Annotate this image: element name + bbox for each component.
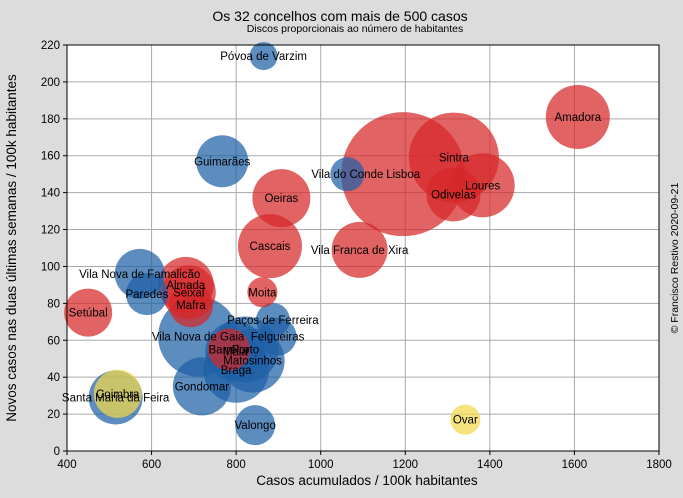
chart-subtitle: Discos proporcionais ao número de habita… <box>247 23 464 35</box>
y-tick-label: 140 <box>41 188 60 200</box>
label-matosinhos: Matosinhos <box>223 356 282 368</box>
label-almada: Almada <box>166 280 206 292</box>
label-maia: Maia <box>223 346 249 358</box>
label-felgueiras: Felgueiras <box>251 332 305 344</box>
label-coimbra: Coimbra <box>96 389 140 401</box>
bubble-barreiro <box>207 328 250 371</box>
bubble-paredes <box>125 273 168 316</box>
x-axis-ticks: 400 600 800 1000 1200 1400 1600 1800 <box>57 451 672 471</box>
y-axis-ticks: 0 20 40 60 80 100 120 140 160 180 200 220 <box>41 40 67 458</box>
bubble-mafra <box>168 283 213 328</box>
bubble-oeiras <box>252 169 311 228</box>
bubble-vila-franca-de-xira <box>331 221 388 278</box>
label-vila-nova-de-gaia: Vila Nova de Gaia <box>152 332 245 344</box>
x-tick-label: 1400 <box>477 459 503 471</box>
label-paços-de-ferreira: Paços de Ferreira <box>227 315 319 327</box>
y-tick-label: 160 <box>41 151 60 163</box>
label-odivelas: Odivelas <box>431 189 476 201</box>
label-seixal: Seixal <box>173 287 204 299</box>
label-braga: Braga <box>221 365 252 377</box>
bubble-póvoa-de-varzim <box>249 42 278 71</box>
bubble-ovar <box>450 404 481 435</box>
y-tick-label: 60 <box>47 335 60 347</box>
bubble-gondomar <box>172 357 231 416</box>
label-santa-maria-da-feira: Santa Maria da Feira <box>62 392 170 404</box>
label-vila-do-conde: Vila do Conde <box>311 169 383 181</box>
copyright-annotation: © Francisco Restivo 2020-09-21 <box>669 182 681 333</box>
bubbles <box>64 42 610 446</box>
y-tick-label: 40 <box>47 372 60 384</box>
chart-title: Os 32 concelhos com mais de 500 casos <box>212 8 467 24</box>
x-tick-label: 800 <box>227 459 246 471</box>
label-vila-nova-de-famalicão: Vila Nova de Famalicão <box>79 269 200 281</box>
bubble-cascais <box>237 214 302 279</box>
bubble-guimarães <box>196 135 249 188</box>
y-tick-label: 0 <box>54 446 60 458</box>
label-loures: Loures <box>465 180 500 192</box>
bubble-coimbra <box>93 369 142 418</box>
x-axis-label: Casos acumulados / 100k habitantes <box>256 473 478 488</box>
label-gondomar: Gondomar <box>175 381 230 393</box>
label-moita: Moita <box>248 287 277 299</box>
x-tick-label: 1600 <box>562 459 588 471</box>
bubble-moita <box>247 277 278 308</box>
x-tick-label: 1800 <box>646 459 672 471</box>
y-axis-label: Novos casos nas duas últimas semanas / 1… <box>4 74 19 422</box>
label-lisboa: Lisboa <box>386 169 420 181</box>
y-tick-label: 120 <box>41 225 60 237</box>
label-setúbal: Setúbal <box>69 308 108 320</box>
label-ovar: Ovar <box>453 415 478 427</box>
label-mafra: Mafra <box>176 300 206 312</box>
bubble-setúbal <box>64 288 113 337</box>
x-tick-label: 1000 <box>308 459 334 471</box>
bubble-amadora <box>545 84 610 149</box>
label-vila-franca-de-xira: Vila Franca de Xira <box>311 245 409 257</box>
y-tick-label: 180 <box>41 114 60 126</box>
label-sintra: Sintra <box>439 153 470 165</box>
y-tick-label: 80 <box>47 298 60 310</box>
y-tick-label: 220 <box>41 40 60 52</box>
y-tick-label: 100 <box>41 261 60 273</box>
label-barreiro: Barreiro <box>209 345 250 357</box>
label-valongo: Valongo <box>234 420 275 432</box>
label-paredes: Paredes <box>125 289 168 301</box>
label-cascais: Cascais <box>250 241 291 253</box>
x-tick-label: 600 <box>142 459 161 471</box>
label-porto: Porto <box>232 345 260 357</box>
x-tick-label: 1200 <box>392 459 418 471</box>
label-oeiras: Oeiras <box>264 193 298 205</box>
label-amadora: Amadora <box>554 112 601 124</box>
bubble-valongo <box>235 405 276 446</box>
plot-frame <box>66 44 660 452</box>
label-póvoa-de-varzim: Póvoa de Varzim <box>220 51 307 63</box>
y-tick-label: 20 <box>47 409 60 421</box>
bubble-vila-do-conde <box>330 157 365 192</box>
y-tick-label: 200 <box>41 77 60 89</box>
point-labels: Póvoa de Varzim Amadora Sintra Lisboa Guimar… <box>62 51 602 432</box>
bubble-odivelas <box>426 167 481 222</box>
bubble-paços-de-ferreira <box>255 302 290 337</box>
x-tick-label: 400 <box>57 459 76 471</box>
label-guimarães: Guimarães <box>194 156 250 168</box>
